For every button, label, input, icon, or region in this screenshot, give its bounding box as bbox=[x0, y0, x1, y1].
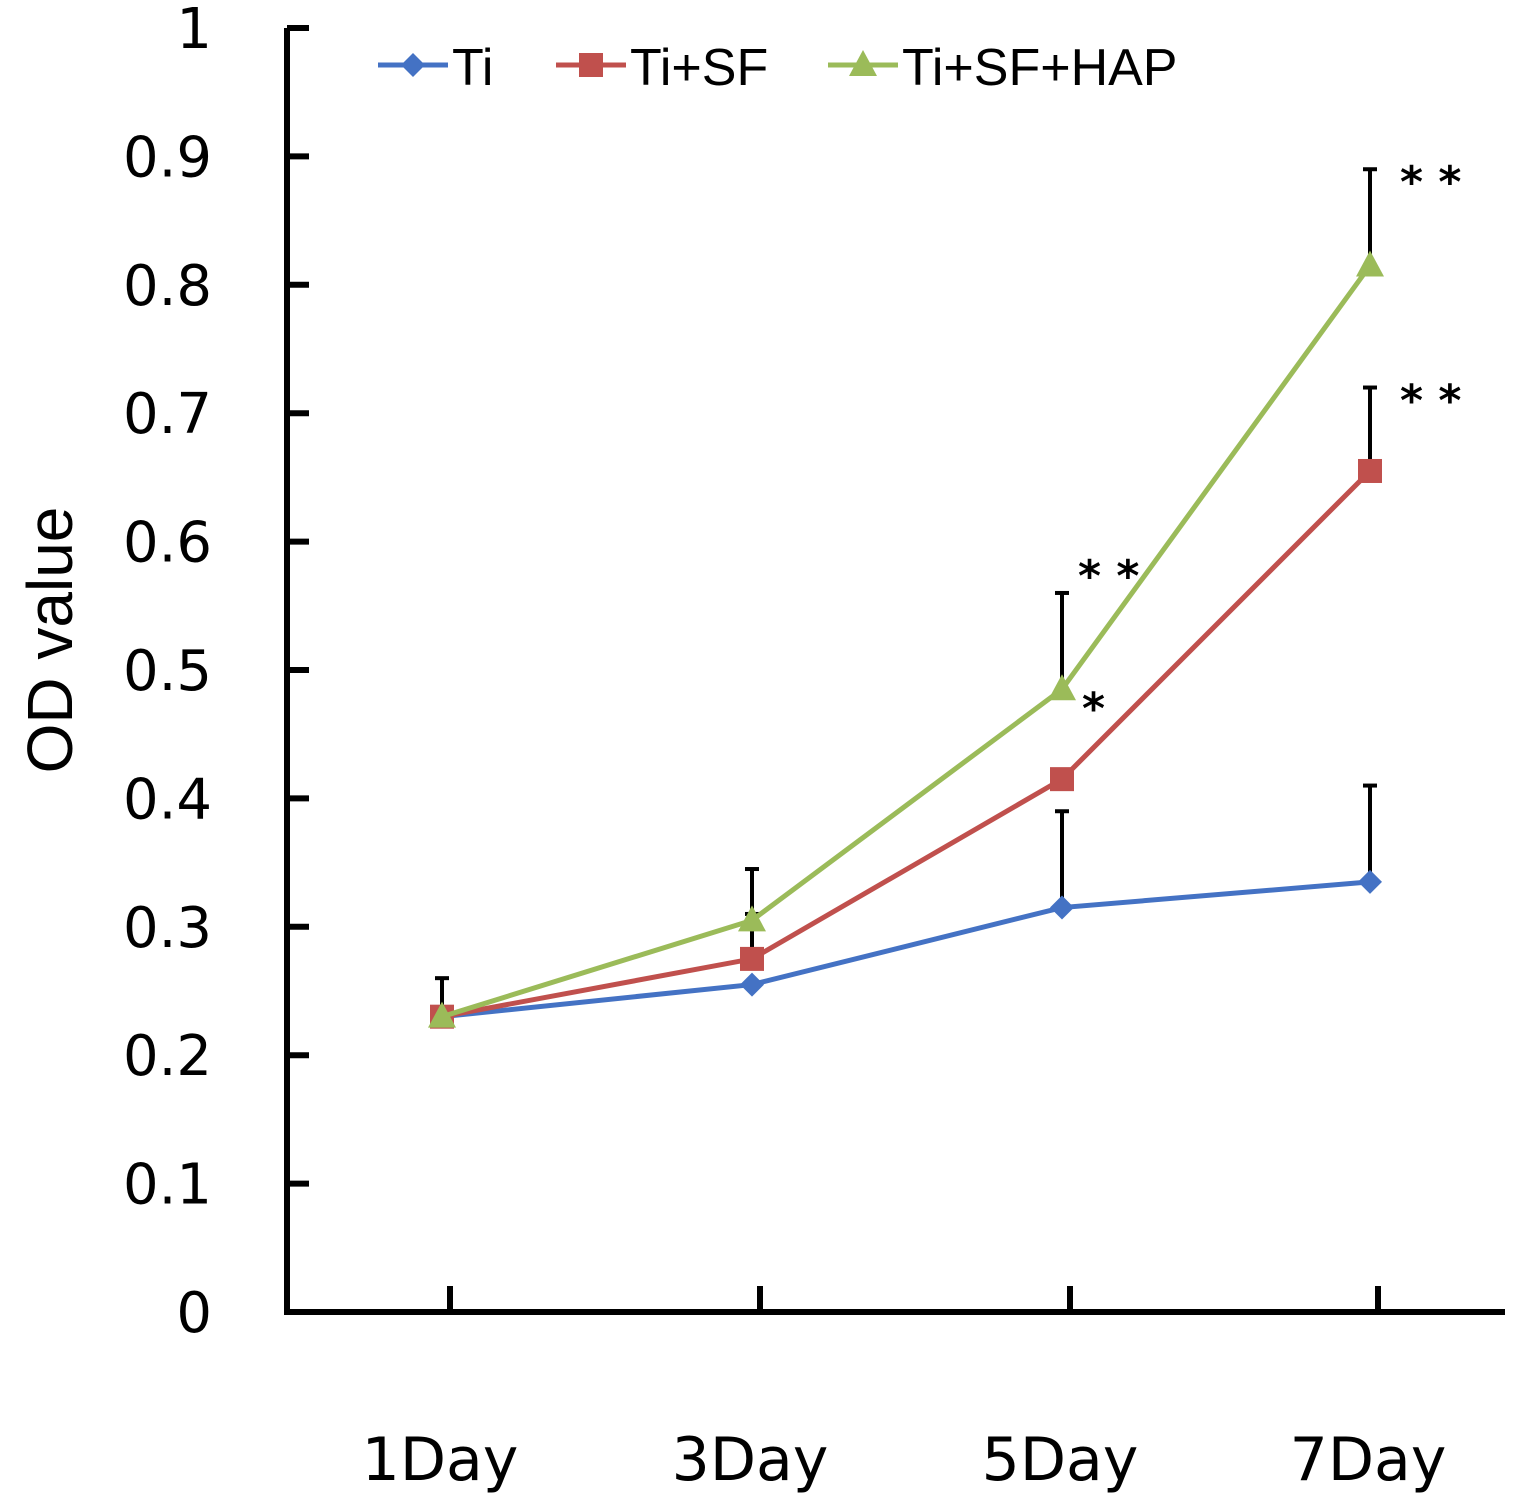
series-ti-sf-hap bbox=[428, 250, 1384, 1028]
series-ti bbox=[430, 869, 1382, 1029]
y-tick-label: 1 bbox=[176, 0, 212, 62]
y-tick-label: 0.3 bbox=[123, 896, 212, 961]
significance-markers: * * * bbox=[1082, 376, 1461, 735]
data-point bbox=[1048, 674, 1076, 701]
data-point bbox=[428, 1001, 456, 1028]
data-point bbox=[740, 972, 764, 997]
y-tick-label: 0.8 bbox=[123, 254, 212, 319]
error-bars-ti-sf-hap bbox=[435, 167, 1377, 1017]
legend-label: Ti+SF+HAP bbox=[902, 39, 1178, 97]
significance-label: * * bbox=[1400, 376, 1461, 427]
y-tick-label: 0.5 bbox=[123, 639, 212, 704]
y-tick-label: 0 bbox=[176, 1281, 212, 1346]
legend-label: Ti bbox=[452, 39, 493, 97]
x-tick-label: 7Day bbox=[1290, 1425, 1447, 1495]
series-line bbox=[441, 879, 1371, 1020]
data-point bbox=[1358, 869, 1382, 894]
legend-marker bbox=[849, 50, 877, 76]
legend-item-ti: Ti bbox=[378, 39, 493, 97]
legend-marker bbox=[401, 53, 425, 77]
significance-label: * * bbox=[1400, 157, 1461, 208]
significance-label: * * bbox=[1078, 551, 1139, 602]
x-tick-label: 5Day bbox=[982, 1425, 1139, 1495]
y-tick-label: 0.4 bbox=[123, 767, 212, 832]
significance-label: * bbox=[1082, 683, 1105, 734]
data-point bbox=[1050, 895, 1074, 920]
legend-label: Ti+SF bbox=[630, 39, 768, 97]
series-line bbox=[441, 264, 1373, 1020]
series-ti-sf bbox=[430, 458, 1382, 1029]
axes: 0 0.1 0.2 0.3 0.4 0.5 0.6 0.7 0.8 0.9 1 1Day 3Day 5Da… bbox=[123, 0, 1505, 1495]
legend-item-ti-sf: Ti+SF bbox=[556, 39, 768, 97]
y-tick-label: 0.2 bbox=[123, 1024, 212, 1089]
data-point bbox=[738, 905, 766, 932]
error-bars-ti bbox=[1055, 783, 1377, 908]
data-point bbox=[740, 946, 764, 971]
x-tick-label: 3Day bbox=[672, 1425, 829, 1495]
y-tick-label: 0.9 bbox=[123, 125, 212, 190]
y-tick-label: 0.6 bbox=[123, 511, 212, 576]
series-layer: * * * * * * * bbox=[428, 157, 1461, 1029]
data-point bbox=[1050, 767, 1074, 792]
y-tick-label: 0.7 bbox=[123, 382, 212, 447]
significance-markers: * * * * bbox=[1078, 157, 1461, 602]
data-point bbox=[1356, 250, 1384, 277]
x-tick-label: 1Day bbox=[362, 1425, 519, 1495]
legend-item-ti-sf-hap: Ti+SF+HAP bbox=[828, 39, 1178, 97]
data-point bbox=[1358, 458, 1382, 483]
y-axis-title: OD value bbox=[14, 507, 86, 774]
series-line bbox=[441, 469, 1372, 1020]
y-tick-label: 0.1 bbox=[123, 1153, 212, 1218]
legend: Ti Ti+SF Ti+SF+HAP bbox=[378, 39, 1178, 97]
legend-marker bbox=[579, 53, 603, 77]
